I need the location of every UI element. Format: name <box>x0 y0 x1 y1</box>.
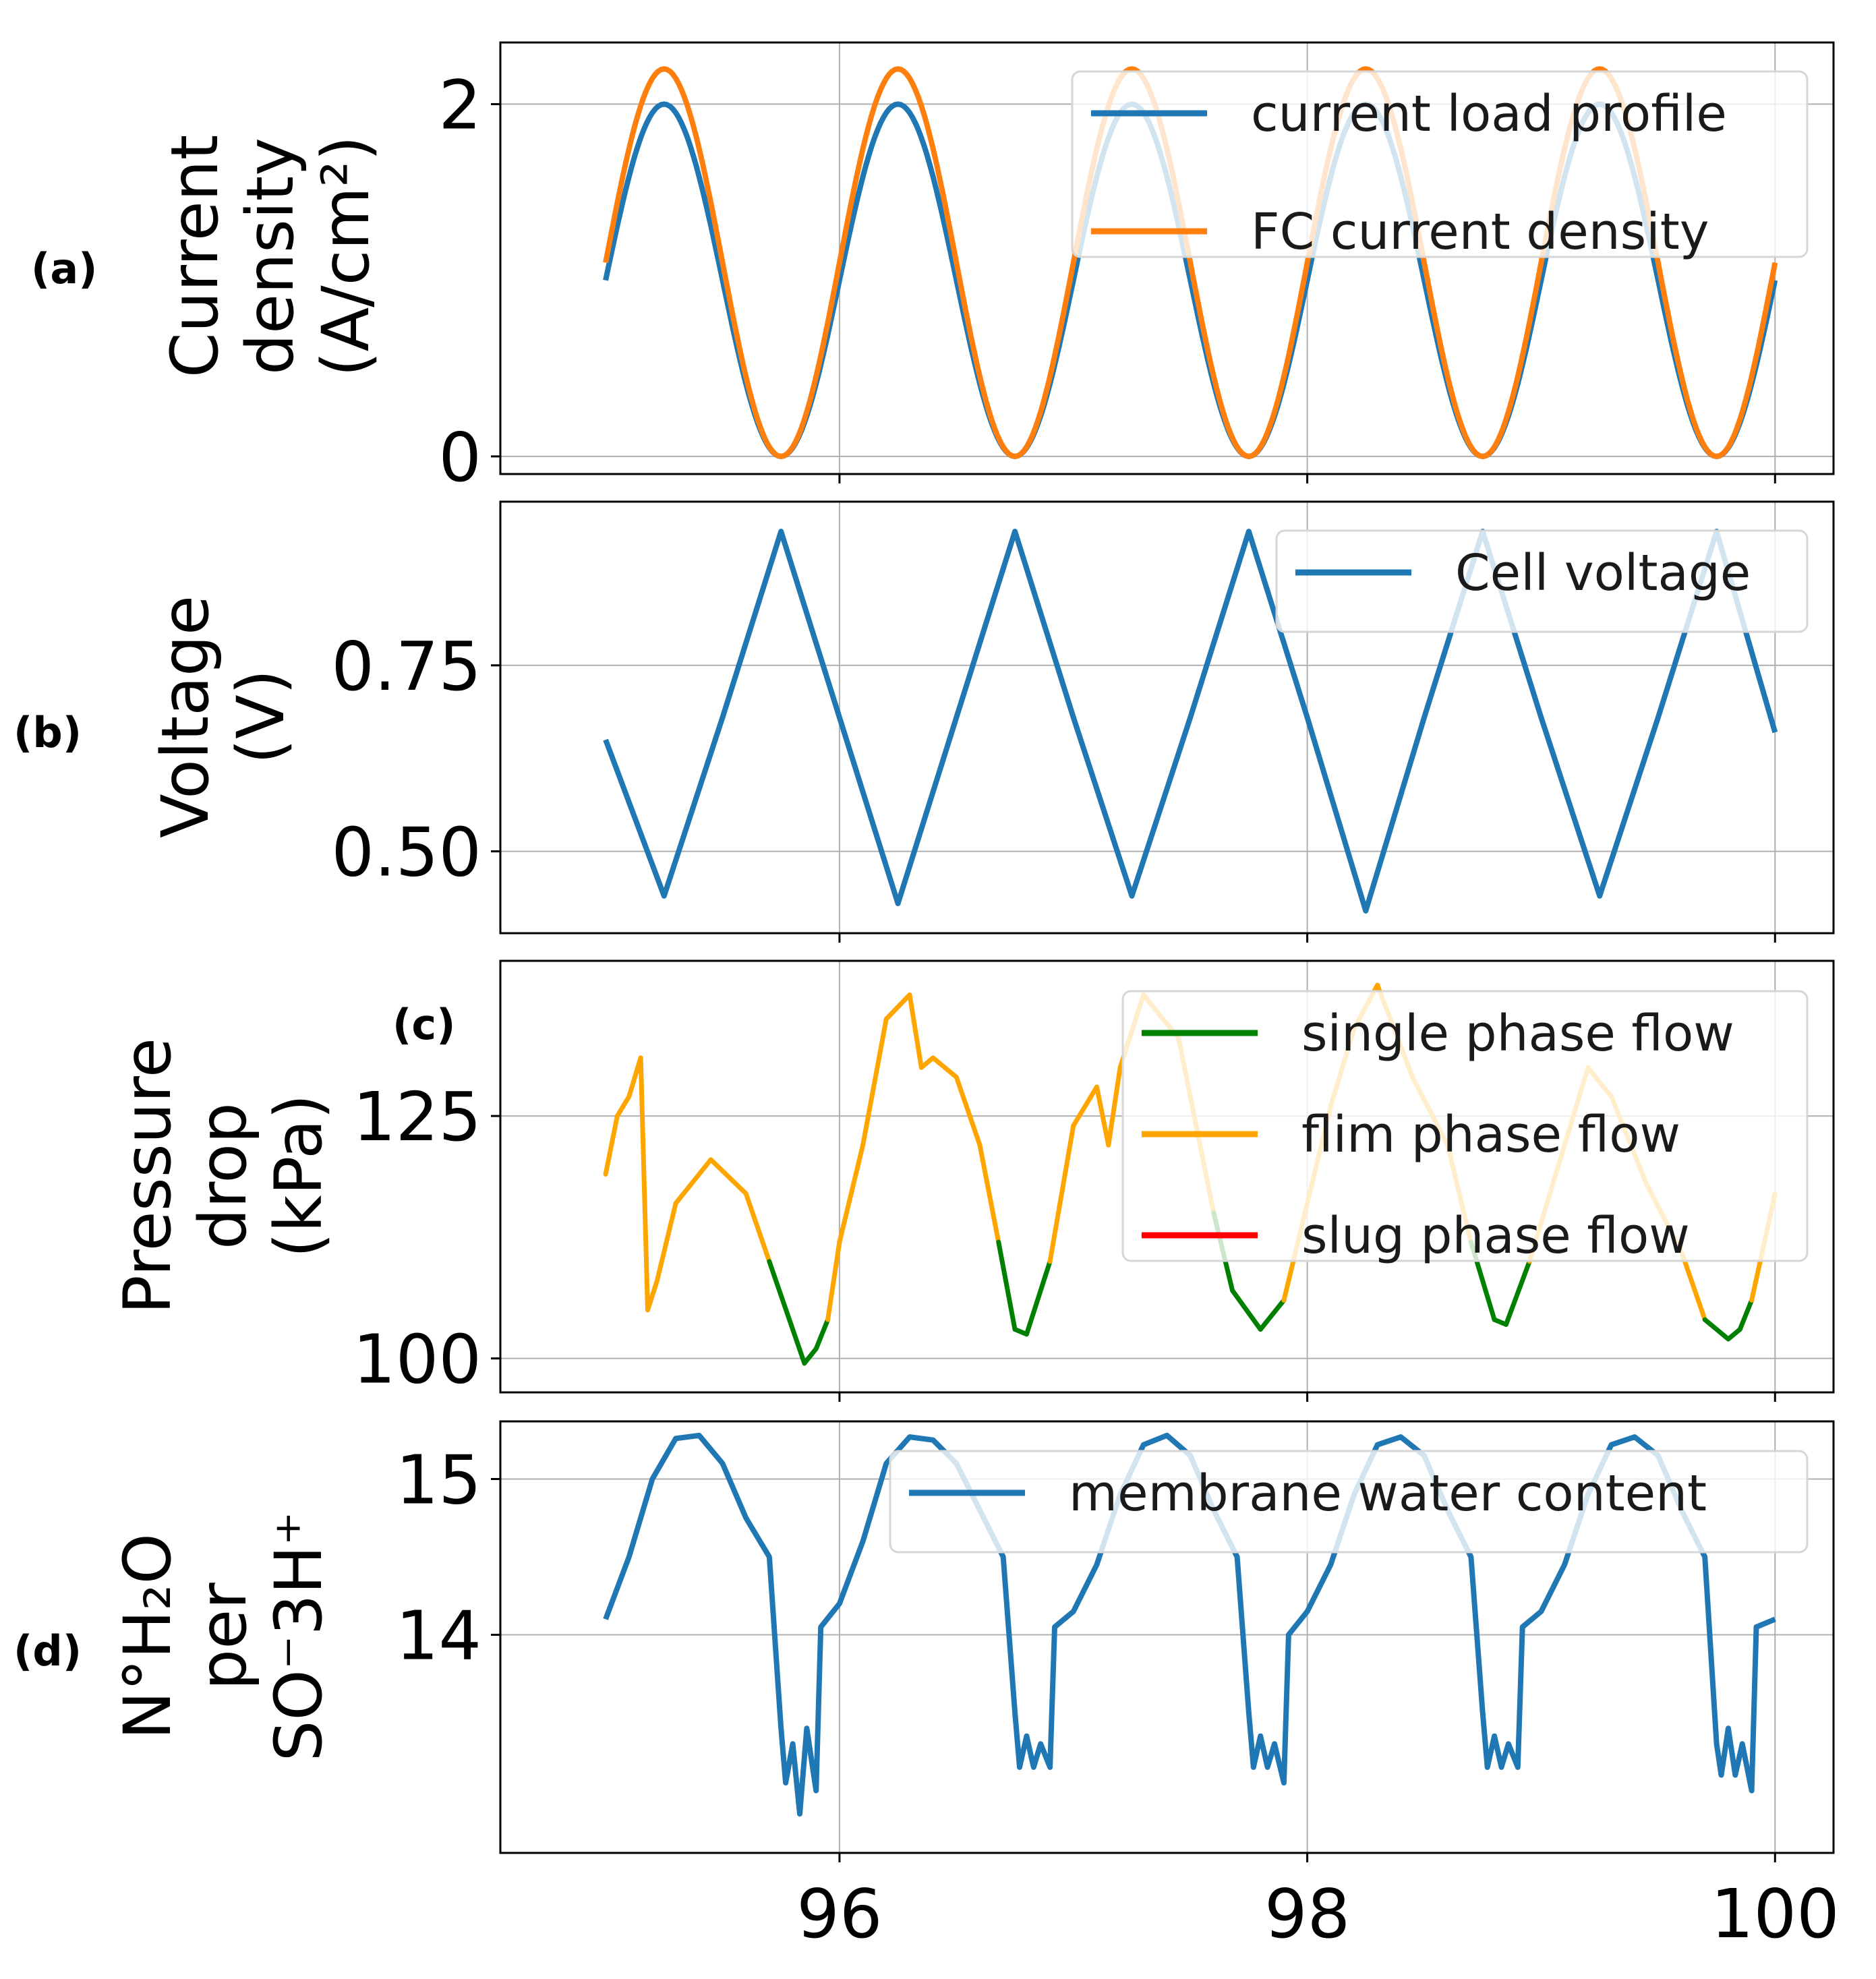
ytick-label: 2 <box>438 65 481 144</box>
y-axis-label-line: per <box>185 1583 261 1690</box>
xtick-label: 98 <box>1264 1874 1350 1953</box>
axes-frame <box>499 959 1835 1394</box>
panel-label: (d) <box>13 1626 82 1676</box>
legend-entry-label: slug phase flow <box>1301 1207 1690 1265</box>
y-axis-label-line: Voltage <box>148 595 223 838</box>
panel-b: 0.50 0.75 Voltage (V) (b) Cell voltage <box>13 500 1835 943</box>
flow-segment-film <box>860 1016 889 1148</box>
legend-entry-label: flim phase flow <box>1301 1106 1680 1164</box>
panel-label: (a) <box>31 244 98 293</box>
flow-segment-single <box>790 1327 807 1366</box>
legend: current load profile FC current density <box>1071 70 1809 261</box>
ytick-label: 15 <box>396 1440 481 1519</box>
flow-segment-single <box>1258 1297 1287 1332</box>
legend-entry-label: membrane water content <box>1069 1465 1707 1523</box>
flow-segment-film <box>907 992 924 1070</box>
xtick-label: 100 <box>1711 1874 1840 1953</box>
legend-box <box>1071 70 1809 258</box>
legend-box <box>889 1450 1809 1554</box>
flow-segment-single <box>1503 1259 1532 1327</box>
flow-segment-film <box>603 1113 620 1177</box>
flow-segment-film <box>673 1157 713 1206</box>
panel-label: (b) <box>13 708 82 757</box>
legend-entry-label: single phase flow <box>1301 1005 1734 1063</box>
y-axis-label-line: (kPa) <box>261 1094 336 1258</box>
flow-segment-film <box>1047 1123 1076 1264</box>
flow-segment-single <box>1737 1297 1755 1332</box>
flow-segment-single <box>996 1239 1018 1332</box>
flow-segment-film <box>931 1055 959 1080</box>
legend-box <box>1121 990 1809 1262</box>
panel-a: 0 2 Current density (A/cm²) (a) current load p… <box>31 41 1835 497</box>
flow-segment-single <box>813 1317 831 1351</box>
flow-segment-single <box>1024 1259 1053 1337</box>
y-axis-label-line: density <box>233 138 308 375</box>
legend-entry-label: FC current density <box>1251 203 1709 261</box>
flow-segment-single <box>767 1259 796 1332</box>
legend-entry-label: current load profile <box>1251 85 1727 143</box>
flow-segment-film <box>645 1278 659 1313</box>
y-axis-label: Voltage (V) <box>148 595 299 838</box>
ytick-label: 0.50 <box>331 813 481 892</box>
flow-segment-film <box>638 1055 651 1313</box>
y-axis-label-line: Current <box>157 135 233 378</box>
flow-segment-film <box>1071 1084 1099 1128</box>
axes-frame <box>499 500 1835 935</box>
flow-segment-film <box>954 1075 983 1148</box>
flow-segment-film <box>614 1094 632 1119</box>
flow-segment-film <box>918 1055 936 1070</box>
ytick-label: 100 <box>353 1320 481 1399</box>
series-line-cell-voltage <box>603 529 1778 914</box>
axes-frame <box>499 1420 1835 1854</box>
ytick-label: 0.75 <box>331 627 481 706</box>
flow-segment-single <box>1230 1288 1263 1332</box>
y-axis-label-line: drop <box>185 1102 261 1249</box>
flow-segment-film <box>1094 1084 1111 1148</box>
plot-area <box>603 529 1778 914</box>
y-axis-label: Current density (A/cm²) <box>157 135 384 378</box>
y-axis-label: Pressure drop (kPa) <box>110 1038 336 1314</box>
flow-segment-film <box>825 1239 842 1322</box>
legend: Cell voltage <box>1275 529 1809 633</box>
legend: single phase flow flim phase flow slug pha… <box>1121 990 1809 1265</box>
panel-d: 14 15 96 98 100 N°H₂O per SO⁻3H⁺ (d) membrane wat… <box>13 1420 1840 1953</box>
flow-segment-single <box>802 1346 819 1366</box>
flow-segment-single <box>1702 1317 1731 1342</box>
legend-entry-label: Cell voltage <box>1455 544 1751 602</box>
ytick-label: 0 <box>438 418 481 497</box>
ytick-label: 14 <box>396 1597 481 1676</box>
flow-segment-film <box>743 1191 772 1264</box>
y-axis-label-line: Pressure <box>110 1038 185 1314</box>
flow-segment-film <box>708 1157 749 1196</box>
y-axis-label-line: SO⁻3H⁺ <box>261 1511 336 1761</box>
flow-segment-film <box>654 1201 678 1284</box>
flow-segment-film <box>977 1142 1001 1245</box>
y-axis-label-line: (V) <box>223 670 299 765</box>
panel-label: (c) <box>392 1000 455 1049</box>
y-axis-label-line: N°H₂O <box>110 1533 185 1740</box>
flow-segment-film <box>1106 1065 1123 1148</box>
legend: membrane water content <box>889 1450 1809 1554</box>
flow-segment-film <box>1679 1249 1707 1322</box>
y-axis-label: N°H₂O per SO⁻3H⁺ <box>110 1511 336 1761</box>
flow-segment-single <box>1726 1327 1742 1342</box>
flow-segment-film <box>883 992 912 1022</box>
ytick-label: 125 <box>353 1077 481 1156</box>
flow-segment-film <box>837 1142 866 1245</box>
y-axis-label-line: (A/cm²) <box>308 136 384 377</box>
legend-box <box>1275 529 1809 633</box>
xtick-label: 96 <box>796 1874 882 1953</box>
axes-frame <box>499 41 1835 475</box>
